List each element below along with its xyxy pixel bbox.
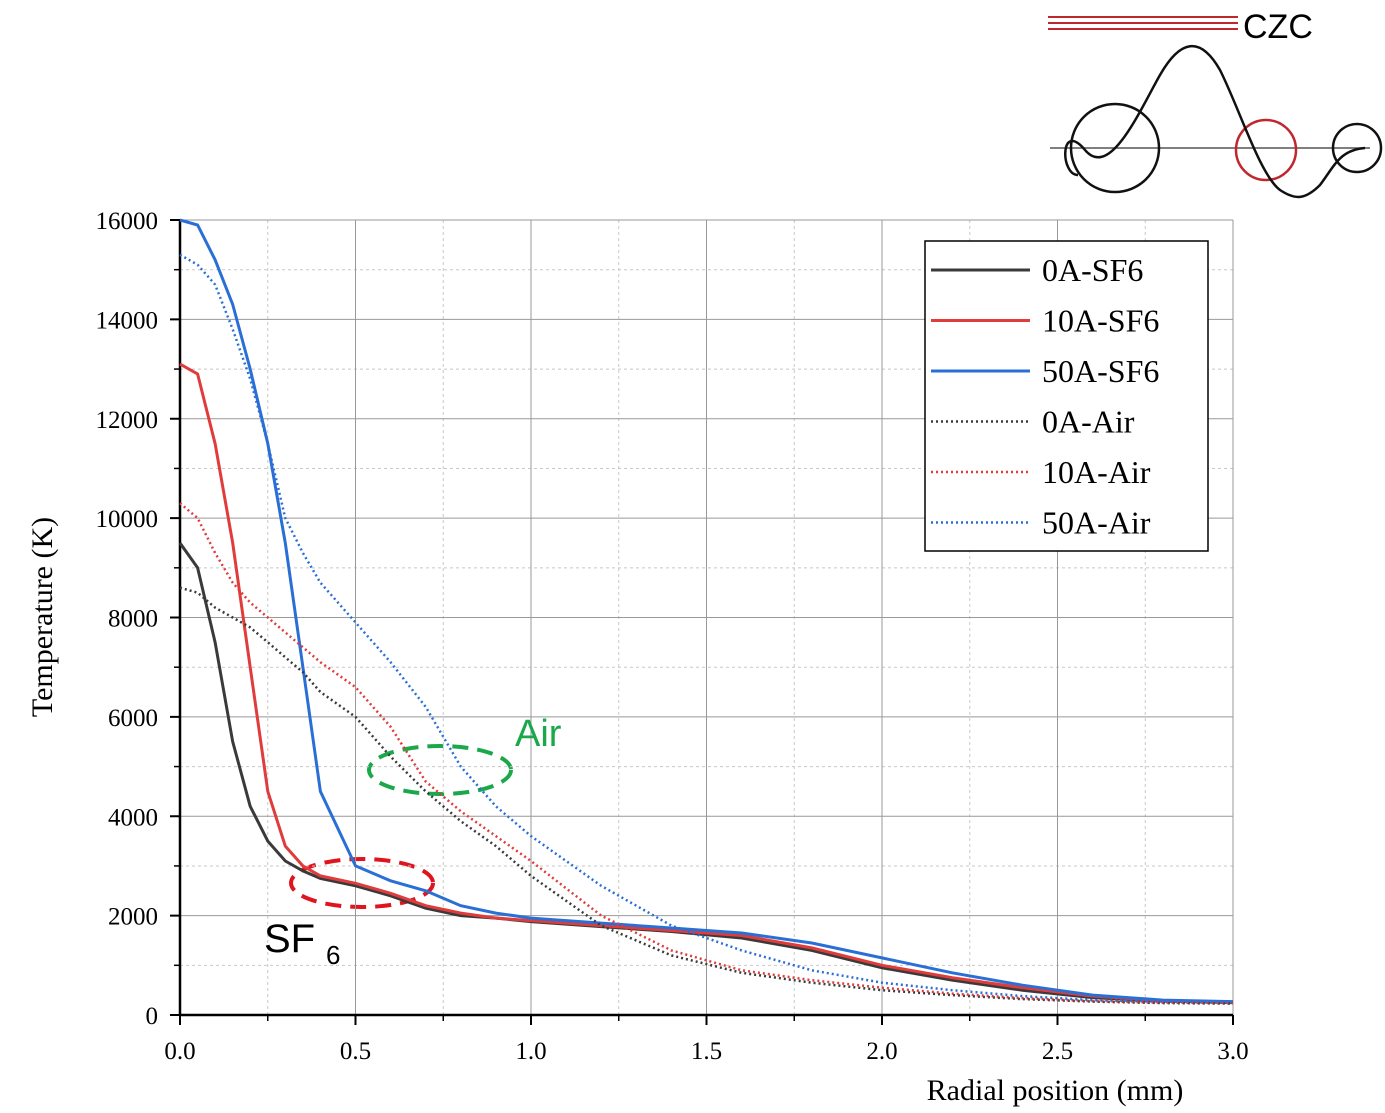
legend-label: 10A-SF6 [1042,303,1159,339]
y-tick-label: 2000 [108,904,158,931]
logo-circle [1331,122,1383,174]
legend: 0A-SF6 10A-SF6 50A-SF6 0A-Air 10A-Air 50A-Air [924,240,1209,552]
y-tick-label: 14000 [96,307,159,334]
legend-box [924,240,1209,552]
legend-label: 50A-Air [1042,505,1151,541]
x-tick-label: 1.0 [515,1038,546,1065]
logo-circle [1069,102,1161,194]
annotation-ellipse [289,857,435,909]
series-line [179,253,1234,1004]
annotation-subscript: 6 [326,940,340,970]
y-tick-label: 6000 [108,705,158,732]
x-tick-label: 3.0 [1217,1038,1248,1065]
y-tick-label: 12000 [96,407,159,434]
x-tick-label: 2.0 [866,1038,897,1065]
y-tick-label: 8000 [108,606,158,633]
y-tick-label: 10000 [96,506,159,533]
logo-wave [1064,44,1366,199]
series-line [179,586,1234,1005]
series-line [179,218,1234,1004]
x-axis-label: Radial position (mm) [927,1074,1184,1107]
x-tick-label: 0.5 [340,1038,371,1065]
annotation: SF [264,917,315,961]
x-tick-label: 2.5 [1042,1038,1073,1065]
x-tick-label: 1.5 [691,1038,722,1065]
y-tick-label: 16000 [96,208,159,235]
logo-circle [1234,118,1298,182]
logo: CZC [1048,8,1383,199]
legend-label: 0A-Air [1042,404,1135,440]
y-tick-label: 0 [146,1003,159,1030]
series-line [179,502,1234,1005]
x-tick-label: 0.0 [164,1038,195,1065]
annotation: Air [515,713,562,755]
legend-label: 50A-SF6 [1042,353,1159,389]
annotation-ellipse [367,744,513,796]
legend-label: 10A-Air [1042,454,1151,490]
logo-text: CZC [1243,8,1313,46]
legend-label: 0A-SF6 [1042,252,1143,288]
y-tick-label: 4000 [108,804,158,831]
series-line [179,362,1234,1004]
series-line [178,542,1234,1005]
y-axis-label: Temperature (K) [26,517,59,717]
